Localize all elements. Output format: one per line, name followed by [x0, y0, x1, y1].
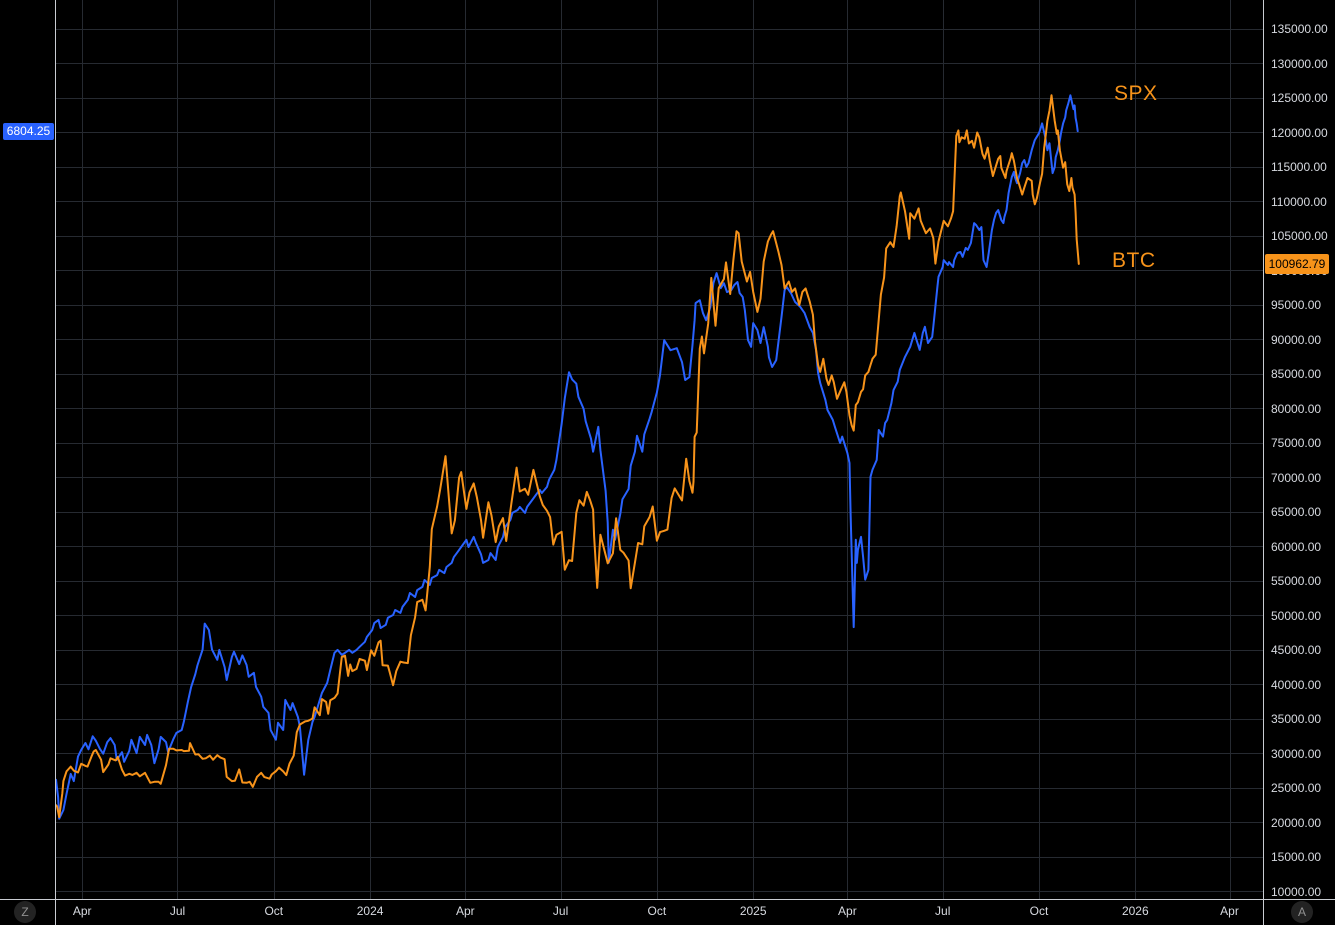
right-axis-tick: 55000.00: [1271, 574, 1322, 588]
right-axis-tick: 120000.00: [1271, 125, 1328, 140]
right-axis-tick: 115000.00: [1271, 160, 1327, 174]
time-axis-tick: Jul: [935, 904, 951, 918]
right-axis-tick: 105000.00: [1271, 229, 1328, 243]
time-axis-tick: Apr: [838, 904, 857, 918]
right-axis-tick: 35000.00: [1271, 712, 1322, 726]
time-axis-tick: Jul: [169, 904, 186, 918]
right-axis-tick: 130000.00: [1271, 56, 1328, 71]
time-axis-tick: Oct: [647, 904, 667, 918]
right-axis-tick: 45000.00: [1271, 643, 1322, 657]
grid: [55, 0, 1263, 899]
autoscale-button[interactable]: A: [1291, 901, 1313, 923]
time-axis-tick: Apr: [455, 904, 475, 918]
right-axis-tick: 135000.00: [1271, 22, 1328, 36]
spx-last-price-label: 6804.25: [3, 122, 54, 140]
right-axis-tick: 20000.00: [1271, 815, 1322, 830]
timezone-button[interactable]: Z: [14, 901, 36, 923]
right-axis-tick: 40000.00: [1271, 677, 1322, 692]
right-axis-tick: 95000.00: [1271, 298, 1322, 312]
right-axis-tick: 80000.00: [1271, 401, 1322, 416]
right-axis-tick: 75000.00: [1271, 436, 1322, 450]
right-axis-tick: 90000.00: [1271, 332, 1322, 347]
right-axis-tick: 85000.00: [1271, 367, 1322, 381]
time-axis-tick: 2024: [356, 904, 384, 918]
right-axis-tick: 25000.00: [1271, 781, 1322, 795]
right-axis-tick: 15000.00: [1271, 850, 1322, 864]
time-axis-tick: Oct: [1029, 904, 1049, 918]
spx-last-price-value: 6804.25: [6, 124, 51, 139]
right-axis-tick: 70000.00: [1271, 470, 1322, 485]
btc-text-annotation[interactable]: BTC: [1112, 249, 1156, 272]
right-axis-tick: 65000.00: [1271, 505, 1322, 519]
time-axis-tick: 2026: [1121, 904, 1149, 918]
right-axis-tick: 30000.00: [1271, 746, 1322, 761]
btc-last-price-value: 100962.79: [1268, 256, 1326, 271]
right-axis-tick: 60000.00: [1271, 539, 1322, 554]
time-axis-tick: Apr: [72, 904, 92, 918]
right-axis-tick: 10000.00: [1271, 884, 1322, 899]
time-axis-tick: 2025: [739, 904, 767, 918]
btc-line[interactable]: [55, 94, 1080, 818]
right-axis-tick: 50000.00: [1271, 608, 1322, 623]
time-axis-tick: Oct: [264, 904, 284, 918]
spx-text-annotation[interactable]: SPX: [1114, 82, 1158, 105]
spx-line[interactable]: [55, 94, 1079, 820]
btc-last-price-label: 100962.79: [1265, 253, 1329, 274]
time-axis-tick: Jul: [552, 904, 569, 918]
right-axis-tick: 110000.00: [1271, 194, 1327, 209]
right-axis-tick: 125000.00: [1271, 91, 1328, 105]
time-axis-tick: Apr: [1220, 904, 1239, 918]
